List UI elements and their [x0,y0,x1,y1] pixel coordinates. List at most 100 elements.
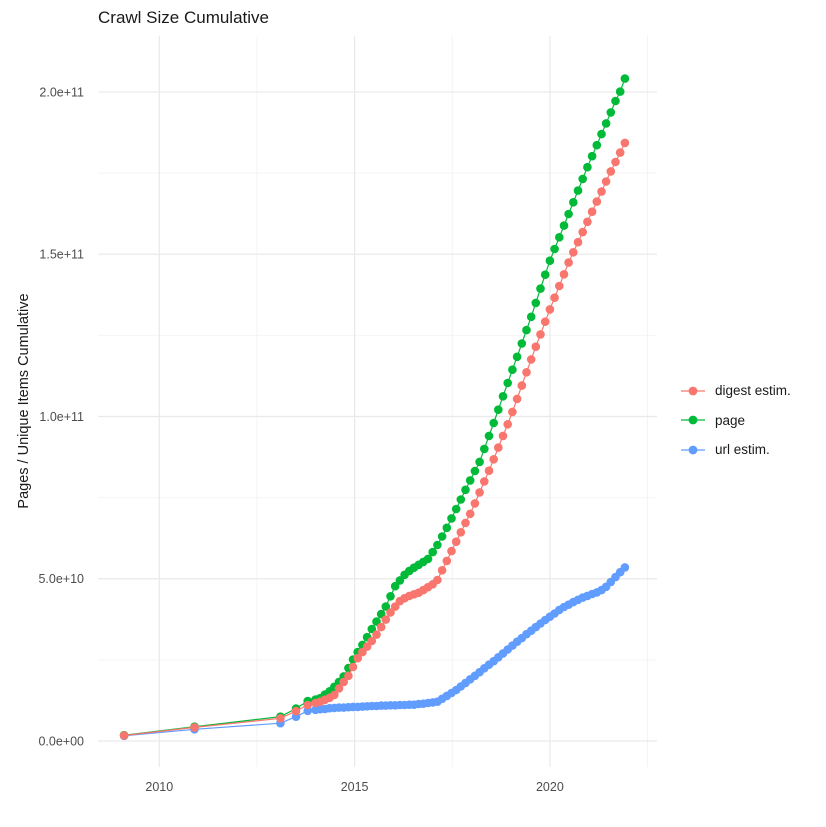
data-point-digest-estim [592,197,602,206]
data-point-page [587,151,597,161]
x-tick-label: 2010 [145,780,173,794]
data-point-digest-estim [587,207,597,216]
data-point-digest-estim [615,148,625,157]
data-point-page [494,405,503,415]
y-tick-label: 2.0e+11 [39,85,84,99]
data-point-page [526,312,536,322]
data-point-digest-estim [503,420,512,429]
data-point-page [545,256,555,266]
data-point-digest-estim [470,499,480,508]
data-point-digest-estim [597,187,606,196]
data-point-digest-estim [344,671,353,681]
data-point-digest-estim [484,466,494,476]
data-point-digest-estim [564,258,573,267]
data-point-digest-estim [540,317,550,327]
data-point-page [606,108,616,117]
data-point-digest-estim [522,368,531,377]
data-point-digest-estim [276,714,285,723]
data-point-page [437,532,447,541]
data-point-page [611,96,620,106]
data-point-digest-estim [517,381,527,390]
data-point-page [540,270,550,280]
data-point-page [592,140,602,150]
data-point-page [423,554,433,564]
data-point-digest-estim [190,723,199,732]
data-point-digest-estim [583,217,592,227]
data-point-page [573,186,583,195]
data-point-digest-estim [330,690,339,700]
data-point-digest-estim [569,248,578,257]
data-point-page [470,466,480,476]
data-point-digest-estim [447,546,456,556]
data-point-page [475,457,484,467]
data-point-digest-estim [526,355,536,364]
data-point-digest-estim [456,528,466,537]
data-point-page [381,602,391,611]
data-point-digest-estim [119,731,129,740]
data-point-page [428,547,438,557]
data-point-digest-estim [620,138,630,148]
data-point-digest-estim [348,662,358,672]
legend-key-url-estim-icon [681,445,705,455]
data-point-digest-estim [381,615,391,624]
data-point-page [555,233,564,242]
data-point-digest-estim [578,227,587,237]
data-point-digest-estim [550,293,559,303]
data-point-page [601,119,611,128]
data-point-page [550,244,559,254]
data-point-page [615,87,625,96]
data-point-digest-estim [480,477,489,486]
data-point-digest-estim [611,157,620,167]
data-point-digest-estim [372,630,381,639]
data-point-digest-estim [559,270,569,279]
data-point-page [498,392,508,401]
data-point-digest-estim [461,518,470,528]
data-point-page [564,209,573,219]
data-point-page [531,298,541,308]
data-point-digest-estim [465,509,475,519]
data-point-page [480,444,489,454]
data-point-digest-estim [451,537,461,546]
y-tick-label: 1.5e+11 [39,248,84,262]
y-tick-label: 5.0e+10 [38,572,84,586]
data-point-digest-estim [531,342,541,352]
data-point-digest-estim [573,237,583,247]
data-point-page [465,476,475,485]
data-point-digest-estim [367,636,377,646]
data-point-digest-estim [376,622,386,632]
data-point-digest-estim [334,684,344,693]
data-point-page [442,523,452,533]
series-digest-estim [119,138,630,740]
data-point-digest-estim [498,431,508,441]
data-point-digest-estim [433,575,442,585]
data-point-digest-estim [512,394,522,404]
legend-label-page: page [715,412,746,428]
data-point-digest-estim [601,177,611,186]
data-point-digest-estim [555,281,564,291]
legend-item-url-estim: url estim. [680,435,791,465]
legend-key-digest-estim-icon [681,386,705,396]
legend-label-url-estim: url estim. [715,442,770,458]
data-point-page [489,418,499,428]
data-point-digest-estim [442,556,452,566]
data-point-url-estim [620,563,630,572]
data-point-page [390,581,400,591]
x-tick-label: 2015 [341,780,369,794]
data-point-digest-estim [386,608,395,617]
legend: digest estim. page url estim. [680,376,791,465]
gridlines [98,36,657,767]
data-point-digest-estim [545,305,555,314]
chart-title: Crawl Size Cumulative [98,8,269,27]
data-point-page [503,378,512,388]
data-point-page [456,495,466,504]
series-url-estim [119,563,630,741]
legend-item-page: page [680,406,791,436]
legend-label-digest-estim: digest estim. [715,383,791,399]
legend-key-page-icon [681,415,705,425]
data-point-page [517,339,527,348]
data-point-digest-estim [291,706,301,716]
data-point-page [620,74,630,83]
data-point-digest-estim [606,167,616,176]
data-point-digest-estim [437,566,447,575]
